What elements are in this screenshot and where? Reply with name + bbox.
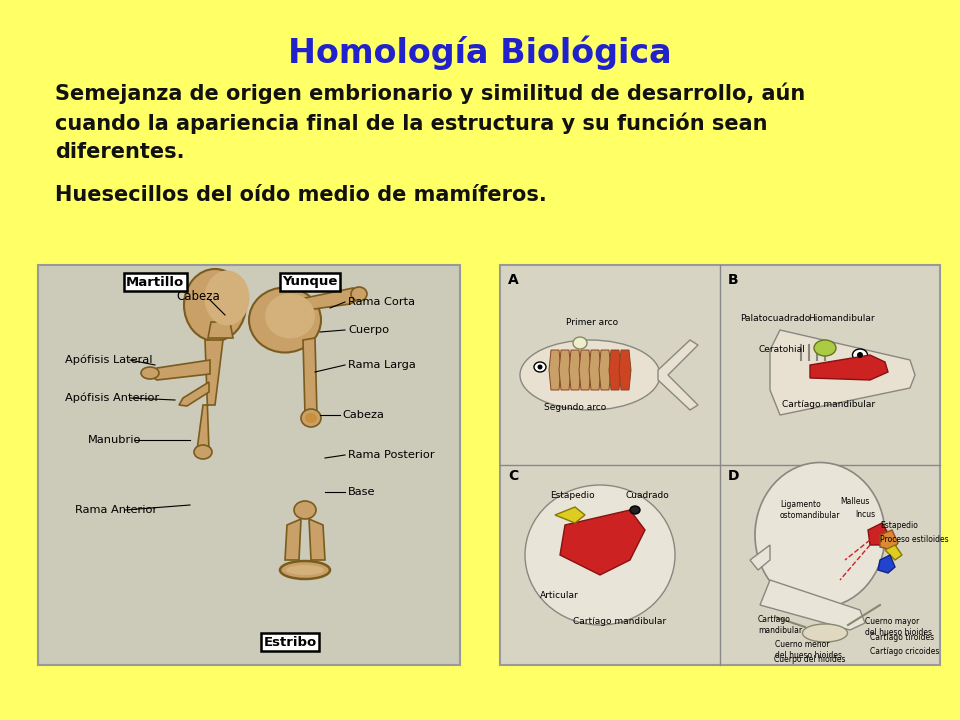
Ellipse shape <box>286 565 324 575</box>
Polygon shape <box>179 382 209 406</box>
Text: Yunque: Yunque <box>282 276 338 289</box>
Polygon shape <box>305 288 357 310</box>
Ellipse shape <box>876 534 894 546</box>
Text: Estapedio: Estapedio <box>880 521 918 529</box>
Ellipse shape <box>351 287 367 301</box>
Polygon shape <box>197 340 223 450</box>
Text: D: D <box>728 469 739 483</box>
Text: Malleus: Malleus <box>840 497 870 506</box>
Text: Palatocuadrado: Palatocuadrado <box>740 314 810 323</box>
Text: Cartíago
mandibular: Cartíago mandibular <box>758 615 803 635</box>
Text: Estapedio: Estapedio <box>550 491 594 500</box>
Text: Ligamento
ostomandibular: Ligamento ostomandibular <box>780 500 841 520</box>
FancyBboxPatch shape <box>500 265 940 665</box>
Ellipse shape <box>630 506 640 514</box>
Polygon shape <box>619 350 631 390</box>
Polygon shape <box>559 350 571 390</box>
Ellipse shape <box>857 352 863 358</box>
Polygon shape <box>868 523 888 545</box>
Text: Cartíago mandibular: Cartíago mandibular <box>781 400 875 409</box>
Text: Ceratohial: Ceratohial <box>758 346 805 354</box>
Text: Rama Anterior: Rama Anterior <box>75 505 157 515</box>
Text: Articular: Articular <box>540 590 579 600</box>
Text: Cuerpo: Cuerpo <box>348 325 389 335</box>
Text: Cartíago mandibular: Cartíago mandibular <box>573 617 666 626</box>
Text: Martillo: Martillo <box>126 276 184 289</box>
Ellipse shape <box>294 501 316 519</box>
Ellipse shape <box>249 287 321 353</box>
Polygon shape <box>885 545 902 560</box>
Polygon shape <box>658 340 698 410</box>
Ellipse shape <box>573 337 587 349</box>
Polygon shape <box>555 507 585 523</box>
Polygon shape <box>309 519 325 560</box>
Polygon shape <box>810 355 888 380</box>
Text: A: A <box>508 273 518 287</box>
Text: Cabeza: Cabeza <box>342 410 384 420</box>
Text: Cartíago cricoides: Cartíago cricoides <box>870 647 940 656</box>
Text: Hiomandibular: Hiomandibular <box>808 314 875 323</box>
Ellipse shape <box>520 340 660 410</box>
Polygon shape <box>285 519 301 560</box>
Ellipse shape <box>194 445 212 459</box>
Text: Estribo: Estribo <box>263 636 317 649</box>
Polygon shape <box>208 322 233 338</box>
Text: Apófisis Anterior: Apófisis Anterior <box>65 392 159 403</box>
Polygon shape <box>303 338 317 415</box>
Text: Huesecillos del oído medio de mamíferos.: Huesecillos del oído medio de mamíferos. <box>55 185 547 205</box>
Text: B: B <box>728 273 738 287</box>
Ellipse shape <box>814 340 836 356</box>
Text: Homología Biológica: Homología Biológica <box>288 35 672 70</box>
Polygon shape <box>609 350 621 390</box>
Ellipse shape <box>803 624 848 642</box>
Ellipse shape <box>184 269 246 341</box>
Text: Cuerno menor
del hueso hioides: Cuerno menor del hueso hioides <box>775 640 842 660</box>
Text: Apófisis Lateral: Apófisis Lateral <box>65 355 153 365</box>
Text: Cabeza: Cabeza <box>176 289 220 302</box>
Text: Rama Posterior: Rama Posterior <box>348 450 435 460</box>
Text: Cuadrado: Cuadrado <box>625 491 669 500</box>
Ellipse shape <box>755 462 885 608</box>
Ellipse shape <box>538 364 542 369</box>
Polygon shape <box>549 350 561 390</box>
Polygon shape <box>878 555 895 573</box>
Polygon shape <box>150 360 210 380</box>
Text: Proceso estiloides: Proceso estiloides <box>880 536 948 544</box>
Polygon shape <box>599 350 611 390</box>
Polygon shape <box>589 350 601 390</box>
Ellipse shape <box>305 413 317 423</box>
Polygon shape <box>579 350 591 390</box>
Text: Rama Corta: Rama Corta <box>348 297 415 307</box>
Ellipse shape <box>534 362 546 372</box>
Polygon shape <box>880 530 898 550</box>
Text: Manubrio: Manubrio <box>88 435 141 445</box>
Text: Cuerno mayor
del hueso hioides: Cuerno mayor del hueso hioides <box>865 617 932 637</box>
Text: Semejanza de origen embrionario y similitud de desarrollo, aún
cuando la aparien: Semejanza de origen embrionario y simili… <box>55 82 805 162</box>
Text: Incus: Incus <box>855 510 876 519</box>
Polygon shape <box>560 510 645 575</box>
Text: Rama Larga: Rama Larga <box>348 360 416 370</box>
Polygon shape <box>569 350 581 390</box>
Ellipse shape <box>204 271 250 325</box>
Text: C: C <box>508 469 518 483</box>
Polygon shape <box>760 580 865 630</box>
Ellipse shape <box>525 485 675 625</box>
Polygon shape <box>770 330 915 415</box>
Text: Segundo arco: Segundo arco <box>544 403 606 412</box>
Ellipse shape <box>280 561 330 579</box>
Ellipse shape <box>141 367 159 379</box>
Ellipse shape <box>301 409 321 427</box>
Text: Cartíago tiroides: Cartíago tiroides <box>870 633 934 642</box>
FancyBboxPatch shape <box>38 265 460 665</box>
Text: Primer arco: Primer arco <box>566 318 618 327</box>
Polygon shape <box>750 545 770 570</box>
Text: Cuerpo del hioides: Cuerpo del hioides <box>775 655 846 664</box>
Ellipse shape <box>265 294 315 338</box>
Text: Base: Base <box>348 487 375 497</box>
Ellipse shape <box>852 349 868 361</box>
